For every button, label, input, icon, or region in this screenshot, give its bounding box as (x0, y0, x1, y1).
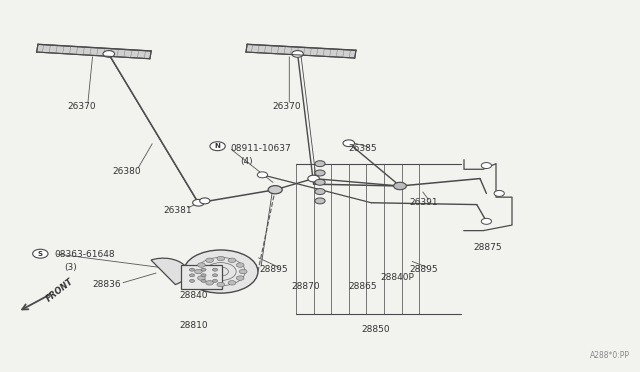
Text: 28870: 28870 (291, 282, 320, 291)
Circle shape (195, 269, 202, 274)
Text: 28875: 28875 (474, 243, 502, 252)
Circle shape (236, 276, 244, 280)
Circle shape (200, 198, 210, 204)
Circle shape (239, 269, 247, 274)
Text: 26385: 26385 (349, 144, 378, 153)
Circle shape (315, 198, 325, 204)
Circle shape (217, 282, 225, 287)
Text: 28850: 28850 (362, 325, 390, 334)
Text: 28895: 28895 (410, 265, 438, 274)
Circle shape (315, 189, 325, 195)
Text: 28865: 28865 (349, 282, 378, 291)
Circle shape (217, 256, 225, 261)
Circle shape (257, 172, 268, 178)
Circle shape (201, 279, 206, 282)
Text: 28810: 28810 (179, 321, 208, 330)
Circle shape (198, 276, 205, 280)
Circle shape (176, 265, 186, 271)
Text: (4): (4) (240, 157, 253, 166)
Circle shape (33, 249, 48, 258)
Circle shape (201, 268, 206, 271)
Circle shape (189, 274, 195, 277)
Text: 28840: 28840 (179, 291, 208, 300)
Text: 26381: 26381 (163, 206, 192, 215)
Wedge shape (151, 258, 188, 285)
FancyBboxPatch shape (181, 265, 222, 289)
Text: N: N (214, 143, 221, 149)
Circle shape (236, 263, 244, 267)
Circle shape (228, 258, 236, 263)
Circle shape (210, 142, 225, 151)
Text: 28895: 28895 (259, 265, 288, 274)
Circle shape (481, 218, 492, 224)
Text: 26380: 26380 (112, 167, 141, 176)
Text: 26391: 26391 (410, 198, 438, 207)
Polygon shape (246, 44, 356, 58)
Circle shape (481, 163, 492, 169)
Text: FRONT: FRONT (45, 276, 76, 303)
Circle shape (315, 170, 325, 176)
Circle shape (268, 186, 282, 194)
Text: 26370: 26370 (272, 102, 301, 110)
Circle shape (103, 51, 115, 57)
Text: S: S (38, 251, 43, 257)
Circle shape (212, 268, 218, 271)
Circle shape (394, 182, 406, 190)
Text: 28840P: 28840P (381, 273, 415, 282)
Text: 26370: 26370 (67, 102, 96, 110)
Circle shape (315, 161, 325, 167)
Circle shape (189, 279, 195, 282)
Circle shape (228, 280, 236, 285)
Circle shape (212, 279, 218, 282)
Circle shape (212, 274, 218, 277)
Circle shape (292, 51, 303, 57)
Circle shape (343, 140, 355, 147)
Circle shape (184, 250, 258, 293)
Circle shape (189, 268, 195, 271)
Text: (3): (3) (64, 263, 77, 272)
Text: 08363-61648: 08363-61648 (54, 250, 115, 259)
Circle shape (193, 199, 204, 206)
Circle shape (201, 274, 206, 277)
Circle shape (494, 190, 504, 196)
Circle shape (205, 280, 213, 285)
Text: A288*0:PP: A288*0:PP (590, 351, 630, 360)
Circle shape (198, 263, 205, 267)
Circle shape (308, 175, 319, 182)
Polygon shape (36, 44, 151, 59)
Text: 08911-10637: 08911-10637 (230, 144, 291, 153)
Text: 28836: 28836 (93, 280, 122, 289)
Circle shape (205, 258, 213, 263)
Circle shape (315, 179, 325, 185)
